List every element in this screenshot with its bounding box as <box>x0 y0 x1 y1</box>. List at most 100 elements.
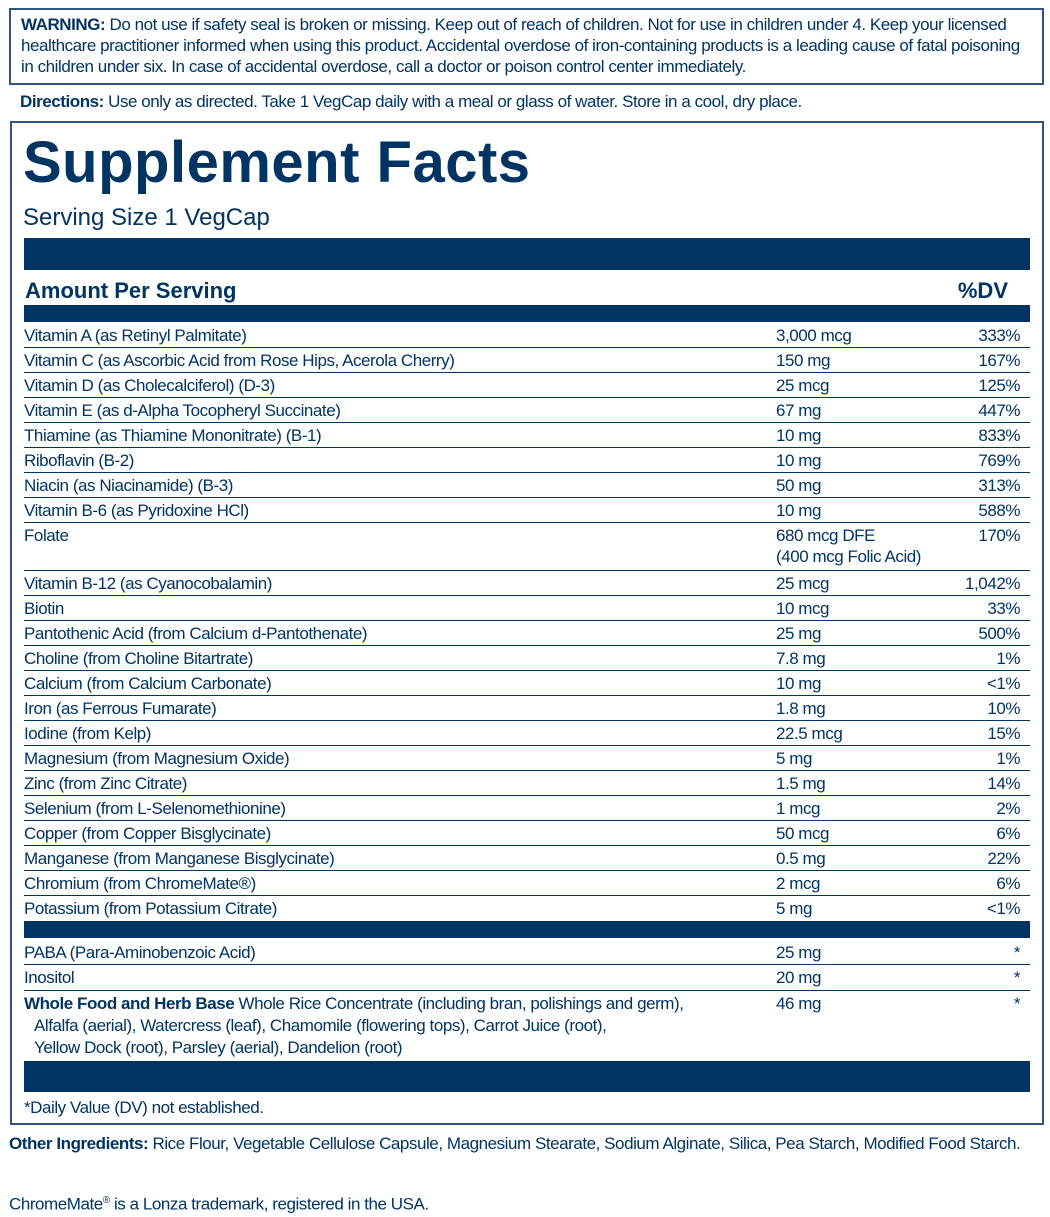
directions-text: Use only as directed. Take 1 VegCap dail… <box>103 92 802 111</box>
nutrient-row: PABA (Para-Aminobenzoic Acid) 25 mg * <box>24 940 1030 965</box>
nutrient-dv: * <box>1013 968 1021 987</box>
nutrient-name: Vitamin B-6 (as Pyridoxine HCl) <box>24 501 249 520</box>
nutrient-dv: <1% <box>986 899 1021 918</box>
nutrient-dv: 167% <box>978 351 1020 370</box>
herb-base-text: Whole Rice Concentrate (including bran, … <box>234 994 684 1013</box>
nutrient-dv: * <box>1013 943 1021 962</box>
nutrient-name: Chromium (from ChromeMate®) <box>24 874 256 893</box>
nutrient-dv: <1% <box>986 674 1021 693</box>
nutrient-name: Potassium (from Potassium Citrate) <box>24 899 277 918</box>
nutrient-name: Riboflavin (B-2) <box>24 451 134 470</box>
nutrient-amount: 150 mg <box>776 351 831 370</box>
nutrient-row: Calcium (from Calcium Carbonate) 10 mg <1% <box>24 671 1030 696</box>
other-nutrient-list: PABA (Para-Aminobenzoic Acid) 25 mg * Inosi… <box>24 940 1030 990</box>
other-ingredients-text: Rice Flour, Vegetable Cellulose Capsule,… <box>148 1134 1021 1153</box>
nutrient-list: Vitamin A (as Retinyl Palmitate) 3,000 mc… <box>24 323 1030 921</box>
nutrient-amount: 2 mcg <box>776 874 821 893</box>
nutrient-row: Selenium (from L-Selenomethionine) 1 mcg 2… <box>24 796 1030 821</box>
nutrient-row: Vitamin A (as Retinyl Palmitate) 3,000 mc… <box>24 323 1030 348</box>
nutrient-amount: 10 mg <box>776 674 821 693</box>
nutrient-name: Selenium (from L-Selenomethionine) <box>24 799 286 818</box>
nutrient-dv: 15% <box>987 724 1020 743</box>
nutrient-dv: 1,042% <box>965 574 1020 593</box>
nutrient-amount: 50 mg <box>776 476 821 495</box>
trademark-brand: ChromeMate <box>9 1194 103 1214</box>
serving-size: Serving Size 1 VegCap <box>23 204 270 231</box>
nutrient-name: PABA (Para-Aminobenzoic Acid) <box>24 943 256 962</box>
nutrient-name: Thiamine (as Thiamine Mononitrate) (B-1) <box>24 426 322 445</box>
nutrient-amount: 10 mg <box>776 426 821 445</box>
nutrient-row: Biotin 10 mcg 33% <box>24 596 1030 621</box>
nutrient-amount: 3,000 mcg <box>776 326 852 345</box>
nutrient-name: Magnesium (from Magnesium Oxide) <box>24 749 290 768</box>
nutrient-name: Vitamin D (as Cholecalciferol) (D-3) <box>24 376 275 395</box>
nutrient-row: Vitamin B-6 (as Pyridoxine HCl) 10 mg 588% <box>24 498 1030 523</box>
nutrient-amount: 1 mcg <box>776 799 821 818</box>
nutrient-amount: 7.8 mg <box>776 649 826 668</box>
nutrient-row: Vitamin D (as Cholecalciferol) (D-3) 25 m… <box>24 373 1030 398</box>
other-ingredients-label: Other Ingredients: <box>9 1134 149 1153</box>
nutrient-row: Vitamin B-12 (as Cyanocobalamin) 25 mcg 1,… <box>24 571 1030 596</box>
other-ingredients: Other Ingredients: Rice Flour, Vegetable… <box>9 1133 1039 1155</box>
nutrient-name: Manganese (from Manganese Bisglycinate) <box>24 849 335 868</box>
nutrient-amount: 25 mcg <box>776 574 830 593</box>
nutrient-dv: 833% <box>978 426 1020 445</box>
nutrient-amount: 20 mg <box>776 968 821 987</box>
nutrient-dv: 447% <box>978 401 1020 420</box>
nutrient-row: Potassium (from Potassium Citrate) 5 mg <1… <box>24 896 1030 921</box>
nutrient-name: Biotin <box>24 599 64 618</box>
herb-base-line2: Alfalfa (aerial), Watercress (leaf), Cha… <box>34 1016 607 1035</box>
warning-text: Do not use if safety seal is broken or m… <box>21 15 1020 76</box>
medium-divider <box>24 921 1030 938</box>
registered-mark: ® <box>102 1195 110 1206</box>
trademark-note: ChromeMate® is a Lonza trademark, regist… <box>9 1190 429 1216</box>
nutrient-name: Folate <box>24 526 69 545</box>
nutrient-row: Vitamin C (as Ascorbic Acid from Rose Hi… <box>24 348 1030 373</box>
nutrient-row: Chromium (from ChromeMate®) 2 mcg 6% <box>24 871 1030 896</box>
nutrient-row: Iodine (from Kelp) 22.5 mcg 15% <box>24 721 1030 746</box>
herb-base-label: Whole Food and Herb Base <box>24 994 235 1013</box>
nutrient-name: Vitamin A (as Retinyl Palmitate) <box>24 326 247 345</box>
supplement-facts-panel: Supplement Facts Serving Size 1 VegCap A… <box>10 121 1044 1125</box>
dv-header: %DV <box>957 278 1008 303</box>
herb-base-line3: Yellow Dock (root), Parsley (aerial), Da… <box>34 1038 403 1057</box>
nutrient-name: Vitamin C (as Ascorbic Acid from Rose Hi… <box>24 351 455 370</box>
nutrient-dv: 125% <box>978 376 1020 395</box>
nutrient-amount: 680 mcg DFE <box>776 526 875 545</box>
nutrient-amount: 50 mcg <box>776 824 830 843</box>
warning-box: WARNING: Do not use if safety seal is br… <box>9 8 1044 85</box>
directions-label: Directions: <box>20 92 104 111</box>
nutrient-name: Inositol <box>24 968 75 987</box>
nutrient-name: Vitamin B-12 (as Cyanocobalamin) <box>24 574 272 593</box>
nutrient-amount: 25 mcg <box>776 376 830 395</box>
nutrient-amount: 10 mg <box>776 501 821 520</box>
nutrient-row: Choline (from Choline Bitartrate) 7.8 mg 1… <box>24 646 1030 671</box>
nutrient-name: Choline (from Choline Bitartrate) <box>24 649 253 668</box>
nutrient-row: Vitamin E (as d-Alpha Tocopheryl Succina… <box>24 398 1030 423</box>
nutrient-dv: 170% <box>978 526 1020 545</box>
nutrient-name: Zinc (from Zinc Citrate) <box>24 774 187 793</box>
nutrient-dv: 313% <box>978 476 1020 495</box>
nutrient-dv: 333% <box>978 326 1020 345</box>
nutrient-row: Zinc (from Zinc Citrate) 1.5 mg 14% <box>24 771 1030 796</box>
nutrient-dv: 769% <box>978 451 1020 470</box>
medium-divider <box>24 305 1030 322</box>
nutrient-dv: 22% <box>987 849 1020 868</box>
nutrient-dv: 14% <box>987 774 1020 793</box>
footnote: *Daily Value (DV) not established. <box>24 1098 264 1117</box>
thick-divider <box>24 1061 1030 1092</box>
nutrient-name: Niacin (as Niacinamide) (B-3) <box>24 476 233 495</box>
nutrient-dv: 6% <box>996 824 1020 843</box>
nutrient-amount: 25 mg <box>776 943 821 962</box>
nutrient-row: Inositol 20 mg * <box>24 965 1030 990</box>
herb-base-row: Whole Food and Herb Base Whole Rice Conc… <box>24 990 1030 1059</box>
nutrient-amount-note: (400 mcg Folic Acid) <box>776 547 921 566</box>
nutrient-name: Iron (as Ferrous Fumarate) <box>24 699 217 718</box>
nutrient-amount: 1.5 mg <box>776 774 826 793</box>
nutrient-amount: 5 mg <box>776 749 812 768</box>
nutrient-row: Copper (from Copper Bisglycinate) 50 mcg 6… <box>24 821 1030 846</box>
nutrient-name: Pantothenic Acid (from Calcium d-Pantoth… <box>24 624 368 643</box>
nutrient-row: Niacin (as Niacinamide) (B-3) 50 mg 313% <box>24 473 1030 498</box>
nutrient-row: Riboflavin (B-2) 10 mg 769% <box>24 448 1030 473</box>
herb-base-dv: * <box>1013 994 1021 1013</box>
